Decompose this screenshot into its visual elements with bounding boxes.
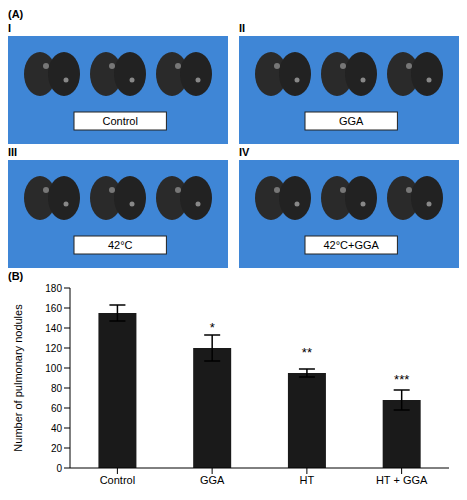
svg-text:140: 140 (45, 323, 62, 334)
svg-text:***: *** (394, 372, 409, 387)
svg-text:Number of pulmonary nodules: Number of pulmonary nodules (12, 304, 24, 452)
svg-text:*: * (210, 320, 215, 335)
html-text:IV: IV (239, 146, 250, 158)
html-text:III: III (8, 146, 18, 158)
svg-text:**: ** (302, 345, 312, 360)
svg-text:Control: Control (102, 115, 137, 127)
svg-text:GGA: GGA (200, 474, 225, 486)
html-text:II: II (239, 22, 246, 34)
svg-text:120: 120 (45, 343, 62, 354)
svg-text:100: 100 (45, 363, 62, 374)
svg-text:80: 80 (51, 383, 63, 394)
svg-text:0: 0 (56, 463, 62, 474)
svg-text:Control: Control (100, 474, 135, 486)
svg-text:180: 180 (45, 283, 62, 294)
svg-text:20: 20 (51, 443, 63, 454)
svg-text:HT + GGA: HT + GGA (376, 474, 428, 486)
svg-text:42°C+GGA: 42°C+GGA (323, 239, 379, 251)
html-text:I: I (8, 22, 12, 34)
svg-text:60: 60 (51, 403, 63, 414)
html-text:(B): (B) (8, 270, 24, 282)
html-text:(A): (A) (8, 8, 24, 20)
svg-text:GGA: GGA (339, 115, 364, 127)
svg-text:160: 160 (45, 303, 62, 314)
svg-text:40: 40 (51, 423, 63, 434)
svg-text:HT: HT (300, 474, 315, 486)
svg-text:42°C: 42°C (108, 239, 133, 251)
